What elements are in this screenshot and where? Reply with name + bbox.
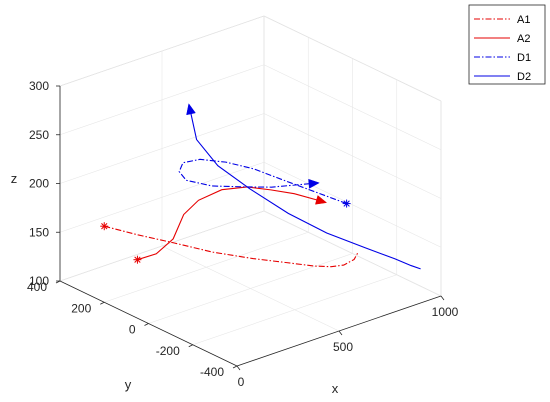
start-marker-d1 — [342, 199, 351, 208]
grid-line — [263, 161, 442, 248]
asterisk-stroke — [134, 256, 141, 263]
y-tick-label: 200 — [71, 301, 91, 315]
grid-line — [192, 274, 397, 346]
grid-line — [263, 15, 442, 102]
legend-label-d1: D1 — [517, 52, 531, 64]
x-tick-label: 0 — [238, 375, 245, 389]
y-tick-mark — [232, 365, 238, 369]
series-line-a1 — [104, 225, 359, 268]
end-marker-d2 — [186, 103, 196, 116]
grid-line — [104, 231, 309, 303]
end-marker-d1 — [308, 178, 320, 189]
grid-line — [59, 113, 265, 184]
x-tick-mark — [440, 295, 445, 301]
series-group — [100, 103, 421, 270]
z-tick-label: 150 — [29, 225, 49, 239]
y-tick-mark — [188, 344, 193, 348]
grid-line — [59, 15, 265, 87]
grid-line — [263, 64, 442, 151]
legend-items: A1 A2 D1 D2 — [474, 14, 531, 83]
x-tick-mark — [236, 365, 241, 371]
x-tick-label: 500 — [333, 340, 353, 354]
series-line-d2 — [189, 110, 421, 270]
y-tick-label: -200 — [156, 344, 180, 358]
grid-line — [148, 253, 353, 324]
z-tick-label: 300 — [29, 79, 49, 93]
y-tick-mark — [100, 301, 105, 305]
z-tick-label: 200 — [29, 177, 49, 191]
asterisk-stroke — [343, 200, 350, 207]
legend: A1 A2 D1 D2 — [468, 4, 546, 85]
grid-line — [263, 210, 442, 297]
end-marker-a2 — [315, 195, 328, 205]
grid-lines — [59, 15, 442, 367]
y-tick-mark — [144, 323, 149, 326]
x-axis-label: x — [332, 381, 339, 396]
axes-box — [59, 15, 442, 297]
y-axis-label: y — [125, 377, 132, 392]
legend-label-a1: A1 — [517, 14, 530, 26]
tick-labels: 0 500 1000 400 200 0 -200 -400 100 150 200 250 300 — [27, 79, 459, 389]
y-tick-label: 400 — [27, 280, 47, 294]
x-tick-mark — [338, 330, 343, 336]
start-marker-a2 — [133, 255, 142, 264]
legend-label-a2: A2 — [517, 33, 530, 45]
series-line-a2 — [137, 186, 320, 261]
start-marker-a1 — [100, 222, 109, 231]
axis-lines — [59, 86, 442, 367]
legend-label-d2: D2 — [517, 71, 531, 83]
z-axis-label: z — [11, 171, 18, 186]
z-tick-label: 250 — [29, 128, 49, 142]
grid-line — [59, 64, 265, 136]
x-tick-label: 1000 — [432, 305, 459, 319]
y-tick-label: -400 — [200, 365, 224, 379]
z-tick-label: 100 — [29, 274, 49, 288]
grid-line — [59, 210, 265, 282]
grid-line — [263, 113, 442, 199]
y-tick-label: 0 — [129, 323, 136, 337]
asterisk-stroke — [101, 223, 108, 230]
legend-box — [468, 4, 546, 85]
